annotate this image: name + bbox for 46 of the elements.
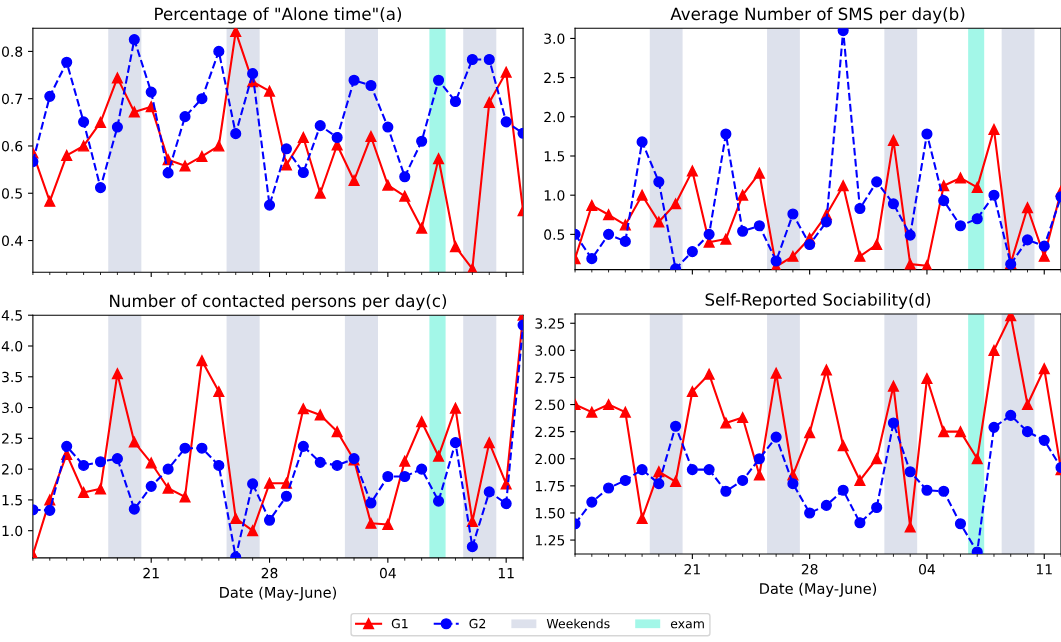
x-tick-label: 11 <box>1036 564 1052 575</box>
y-tick-label: 3.0 <box>544 33 565 44</box>
chart-title: Number of contacted persons per day(c) <box>110 294 447 311</box>
y-tick-label: 3.0 <box>2 402 23 414</box>
y-tick-label: 1.50 <box>535 507 565 519</box>
x-tick-label: 04 <box>919 564 936 575</box>
y-tick-label: 2.50 <box>535 399 565 411</box>
y-tick-label: 4.5 <box>1 310 22 321</box>
x-tick-label: 28 <box>261 567 278 579</box>
y-tick-label: 2.00 <box>535 453 565 465</box>
y-tick-label: 0.8 <box>2 46 23 57</box>
chart-title: Average Number of SMS per day(b) <box>670 7 965 24</box>
x-tick-label: 11 <box>498 568 514 579</box>
x-axis-title: Date (May-June) <box>760 582 877 597</box>
y-tick-label: 1.0 <box>2 525 23 537</box>
y-tick-label: 2.5 <box>2 433 22 444</box>
y-tick-label: 1.5 <box>2 495 22 506</box>
y-tick-label: 2.25 <box>535 426 565 438</box>
y-tick-label: 4.0 <box>1 340 23 352</box>
y-tick-label: 1.0 <box>544 190 565 201</box>
x-tick-label: 21 <box>684 564 700 575</box>
y-tick-label: 2.5 <box>544 72 565 84</box>
chart-title: Percentage of "Alone time"(a) <box>155 7 402 24</box>
y-tick-label: 2.0 <box>544 111 565 123</box>
y-tick-label: 0.6 <box>2 140 23 152</box>
y-tick-label: 0.5 <box>2 188 22 199</box>
x-tick-label: 28 <box>801 564 818 575</box>
chart-title: Self-Reported Sociability(d) <box>705 292 931 310</box>
y-tick-label: 1.5 <box>544 151 565 162</box>
y-tick-label: 1.25 <box>535 535 565 546</box>
y-tick-label: 0.4 <box>2 235 23 247</box>
y-tick-label: 0.7 <box>2 93 22 105</box>
legend-label: Weekends <box>546 618 610 629</box>
x-axis-title: Date (May-June) <box>220 586 337 601</box>
y-tick-label: 0.5 <box>544 229 565 240</box>
y-tick-label: 2.75 <box>535 372 565 383</box>
legend-label: exam <box>670 621 704 629</box>
y-tick-label: 2.0 <box>2 464 23 475</box>
y-tick-label: 1.75 <box>535 481 565 492</box>
y-tick-label: 3.25 <box>535 318 565 329</box>
legend-label: G1 <box>391 618 408 629</box>
y-tick-label: 3.5 <box>2 371 22 383</box>
y-tick-label: 3.00 <box>535 345 565 356</box>
legend-label: G2 <box>469 618 486 629</box>
x-tick-label: 04 <box>379 567 396 579</box>
x-tick-label: 21 <box>143 567 159 579</box>
